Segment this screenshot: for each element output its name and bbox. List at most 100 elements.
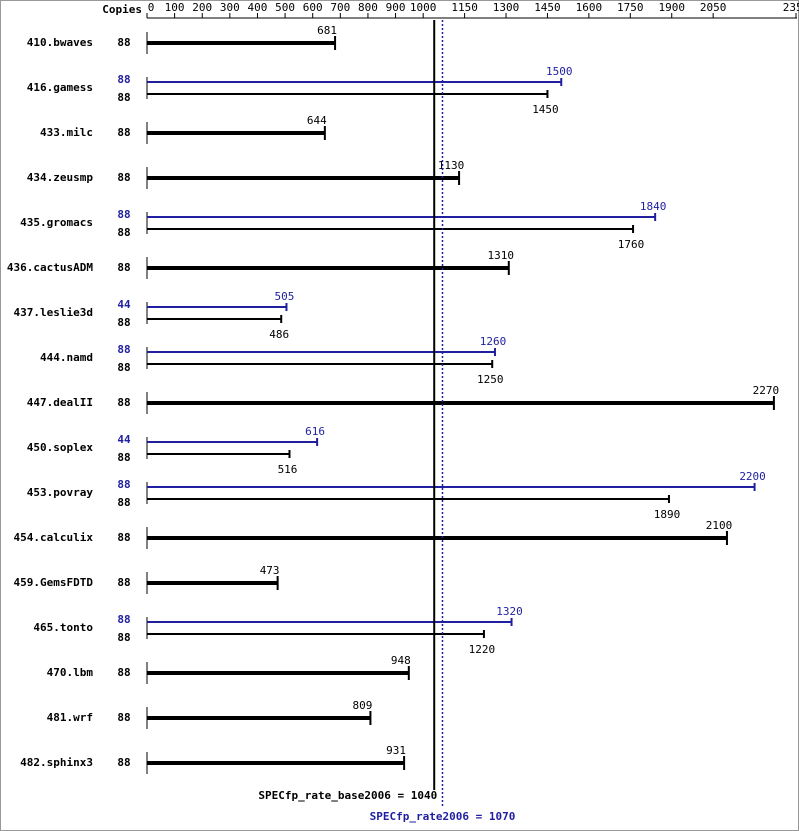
- x-tick-label: 800: [358, 1, 378, 14]
- bar: [147, 266, 509, 270]
- copies: 88: [117, 316, 130, 329]
- bar: [147, 318, 282, 320]
- copies: 88: [117, 451, 130, 464]
- bar: [147, 498, 669, 500]
- bar: [147, 486, 755, 488]
- bar: [147, 581, 278, 585]
- x-tick-label: 100: [165, 1, 185, 14]
- value-label: 1840: [640, 200, 667, 213]
- copies: 88: [117, 711, 130, 724]
- x-tick-label: 200: [192, 1, 212, 14]
- bar: [147, 306, 287, 308]
- value-label: 2100: [706, 519, 733, 532]
- benchmark-name: 437.leslie3d: [14, 306, 93, 319]
- benchmark-name: 434.zeusmp: [27, 171, 94, 184]
- x-tick-label: 1000: [410, 1, 437, 14]
- copies: 88: [117, 126, 130, 139]
- bar: [147, 93, 548, 95]
- reference-label: SPECfp_rate_base2006 = 1040: [258, 789, 437, 802]
- bar: [147, 41, 336, 45]
- value-label: 948: [391, 654, 411, 667]
- value-label: 1500: [546, 65, 573, 78]
- value-label: 1890: [654, 508, 681, 521]
- bar: [147, 621, 512, 623]
- x-tick-label: 600: [303, 1, 323, 14]
- value-label: 1450: [532, 103, 559, 116]
- bar: [147, 401, 774, 405]
- copies: 88: [117, 73, 130, 86]
- value-label: 2200: [739, 470, 766, 483]
- value-label: 1220: [469, 643, 496, 656]
- x-tick-label: 700: [330, 1, 350, 14]
- copies: 88: [117, 361, 130, 374]
- copies: 88: [117, 226, 130, 239]
- reference-label: SPECfp_rate2006 = 1070: [370, 810, 516, 823]
- benchmark-name: 453.povray: [27, 486, 94, 499]
- bar: [147, 351, 495, 353]
- copies: 88: [117, 208, 130, 221]
- benchmark-name: 454.calculix: [14, 531, 94, 544]
- benchmark-name: 410.bwaves: [27, 36, 93, 49]
- x-tick-label: 1600: [576, 1, 603, 14]
- benchmark-name: 465.tonto: [33, 621, 93, 634]
- bar: [147, 131, 325, 135]
- value-label: 1760: [618, 238, 645, 251]
- value-label: 505: [275, 290, 295, 303]
- bar: [147, 176, 460, 180]
- x-tick-label: 0: [148, 1, 155, 14]
- value-label: 1320: [496, 605, 523, 618]
- copies: 88: [117, 496, 130, 509]
- x-tick-label: 1450: [534, 1, 561, 14]
- bar: [147, 81, 562, 83]
- copies: 88: [117, 343, 130, 356]
- copies: 44: [117, 298, 131, 311]
- benchmark-name: 435.gromacs: [20, 216, 93, 229]
- bar: [147, 216, 656, 218]
- copies: 88: [117, 261, 130, 274]
- copies: 88: [117, 91, 130, 104]
- x-tick-label: 400: [248, 1, 268, 14]
- benchmark-name: 459.GemsFDTD: [14, 576, 94, 589]
- bar: [147, 228, 634, 230]
- benchmark-name: 447.dealII: [27, 396, 93, 409]
- copies: 88: [117, 631, 130, 644]
- value-label: 1130: [438, 159, 465, 172]
- value-label: 516: [278, 463, 298, 476]
- bar: [147, 716, 371, 720]
- benchmark-name: 433.milc: [40, 126, 93, 139]
- benchmark-name: 470.lbm: [47, 666, 94, 679]
- x-tick-label: 2050: [700, 1, 727, 14]
- bar: [147, 536, 727, 540]
- copies: 88: [117, 171, 130, 184]
- bar: [147, 441, 318, 443]
- copies: 88: [117, 613, 130, 626]
- x-tick-label: 1300: [493, 1, 520, 14]
- copies-header: Copies: [102, 3, 142, 16]
- value-label: 1310: [488, 249, 515, 262]
- benchmark-name: 482.sphinx3: [20, 756, 93, 769]
- bar: [147, 363, 493, 365]
- bar: [147, 633, 484, 635]
- bar: [147, 453, 290, 455]
- copies: 88: [117, 36, 130, 49]
- copies: 44: [117, 433, 131, 446]
- copies: 88: [117, 396, 130, 409]
- value-label: 616: [305, 425, 325, 438]
- x-tick-label: 300: [220, 1, 240, 14]
- bar: [147, 761, 405, 765]
- value-label: 681: [317, 24, 337, 37]
- copies: 88: [117, 478, 130, 491]
- benchmark-name: 444.namd: [40, 351, 93, 364]
- x-tick-label: 1150: [451, 1, 478, 14]
- copies: 88: [117, 666, 130, 679]
- bar: [147, 671, 409, 675]
- value-label: 1260: [480, 335, 507, 348]
- x-tick-label: 500: [275, 1, 295, 14]
- benchmark-name: 481.wrf: [47, 711, 93, 724]
- copies: 88: [117, 756, 130, 769]
- x-tick-label: 2350: [783, 1, 799, 14]
- benchmark-name: 450.soplex: [27, 441, 94, 454]
- x-tick-label: 1900: [658, 1, 685, 14]
